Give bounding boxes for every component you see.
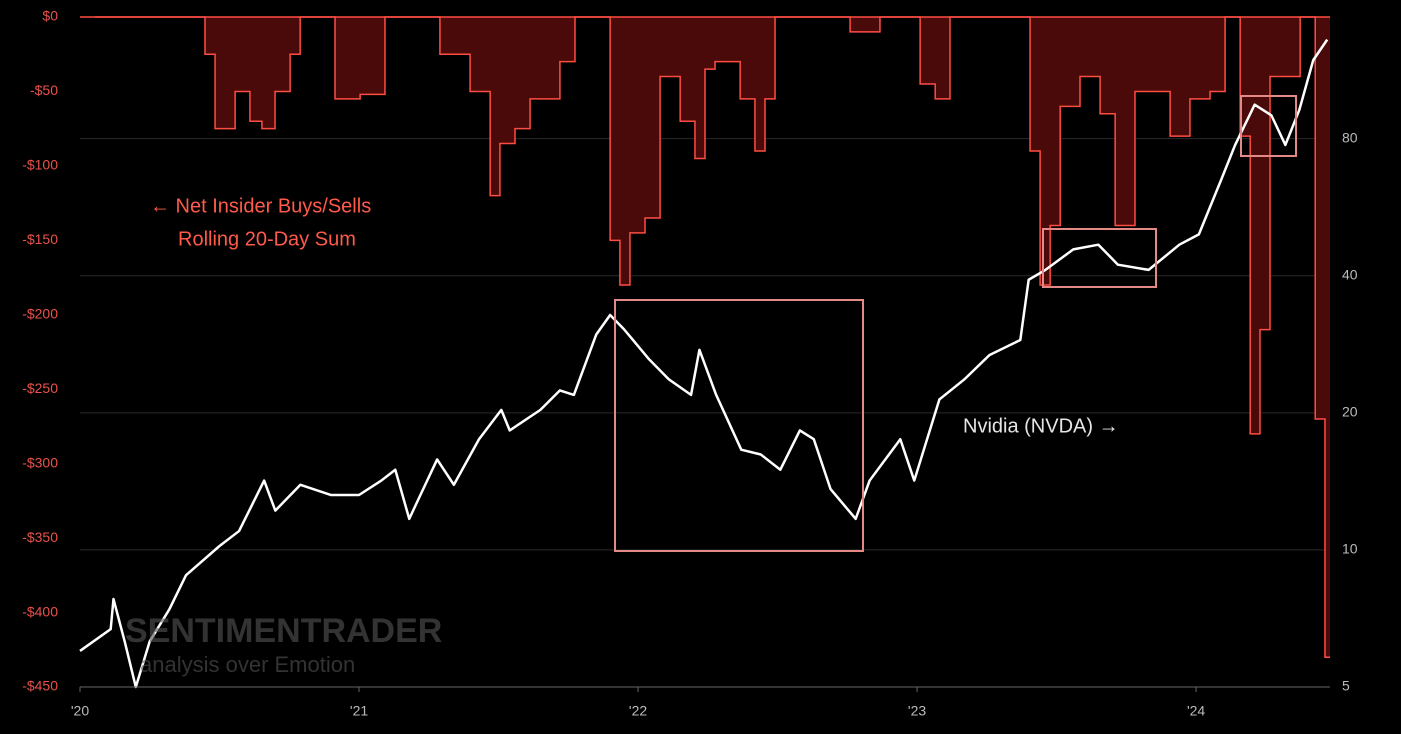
y2-tick-label: 40 <box>1342 266 1358 282</box>
highlight-box <box>1240 95 1297 157</box>
annotation: Nvidia (NVDA) → <box>963 415 1119 437</box>
y2-tick-label: 5 <box>1342 678 1350 694</box>
highlight-box <box>1042 228 1157 288</box>
line <box>79 38 1329 689</box>
watermark: analysis over Emotion <box>140 652 355 677</box>
y-tick-label: -$400 <box>22 603 58 619</box>
x-tick-label: '23 <box>908 703 926 719</box>
y-tick-label: -$450 <box>22 678 58 694</box>
watermark: SENTIMENTRADER <box>125 612 442 650</box>
highlight-box <box>614 299 864 552</box>
y-tick-label: $0 <box>42 8 58 24</box>
annotation: ← Net Insider Buys/Sells <box>150 195 371 217</box>
y-tick-label: -$250 <box>22 380 58 396</box>
y-tick-label: -$50 <box>30 82 58 98</box>
y2-tick-label: 10 <box>1342 541 1358 557</box>
y-tick-label: -$100 <box>22 157 58 173</box>
marks <box>79 16 1330 689</box>
y-tick-label: -$350 <box>22 529 58 545</box>
x-tick-label: '24 <box>1187 703 1205 719</box>
y-tick-label: -$300 <box>22 454 58 470</box>
x-tick-label: '22 <box>629 703 647 719</box>
x-tick-label: '20 <box>71 703 89 719</box>
y2-tick-label: 80 <box>1342 129 1358 145</box>
y2-tick-label: 20 <box>1342 404 1358 420</box>
y-tick-label: -$200 <box>22 305 58 321</box>
y-tick-label: -$150 <box>22 231 58 247</box>
x-tick-label: '21 <box>350 703 368 719</box>
step-line <box>80 16 1330 658</box>
annotation: Rolling 20-Day Sum <box>178 228 356 250</box>
